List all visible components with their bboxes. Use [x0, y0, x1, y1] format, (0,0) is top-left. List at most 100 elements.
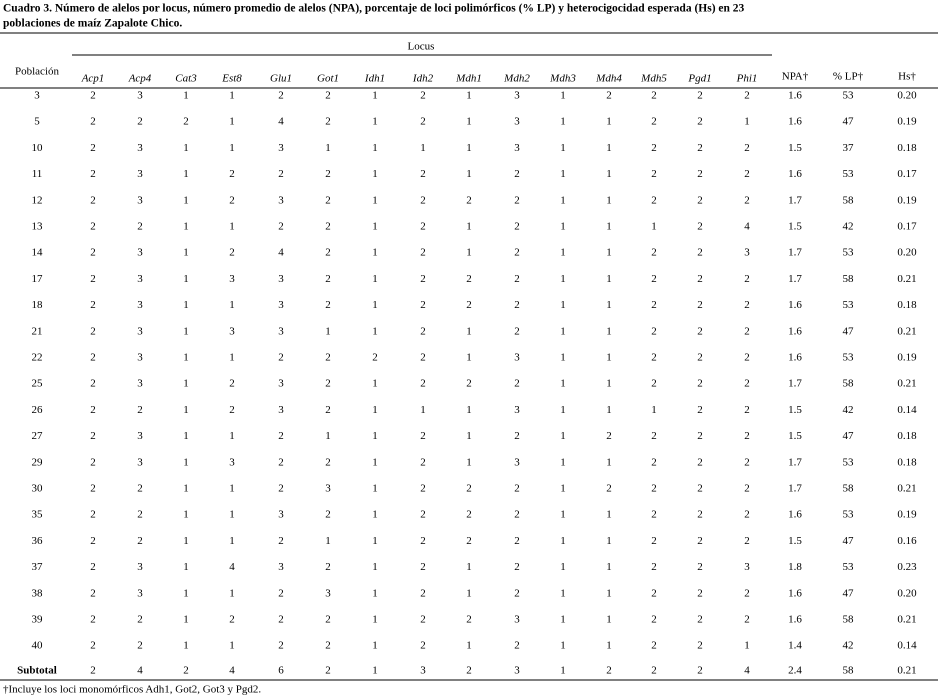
cell: 2 — [697, 640, 703, 652]
cell: 3 — [514, 614, 520, 626]
row-label: 21 — [32, 325, 43, 337]
cell: 42 — [843, 221, 854, 233]
cell: 2 — [514, 509, 520, 521]
cell: 1 — [560, 404, 566, 416]
cell: 2 — [651, 194, 657, 206]
title-line: Cuadro 3. Número de alelos por locus, nú… — [3, 3, 745, 15]
cell: 1 — [372, 116, 378, 128]
cell: 1 — [606, 561, 612, 573]
cell: 1 — [372, 221, 378, 233]
cell: 1 — [560, 378, 566, 390]
row-label: 12 — [32, 194, 43, 206]
cell: 1.6 — [788, 509, 802, 521]
cell: 3 — [137, 378, 143, 390]
cell: 2 — [514, 561, 520, 573]
row-label: Subtotal — [17, 665, 57, 677]
cell: 2 — [514, 430, 520, 442]
cell: 2 — [325, 273, 331, 285]
cell: 2.4 — [788, 665, 802, 677]
cell: 1 — [229, 587, 235, 599]
cell: 4 — [229, 561, 235, 573]
cell: 0.18 — [897, 430, 917, 442]
cell: 1 — [606, 221, 612, 233]
cell: 3 — [744, 561, 750, 573]
row-label: 36 — [32, 535, 44, 547]
cell: 2 — [697, 352, 703, 364]
cell: 3 — [137, 430, 143, 442]
cell: 2 — [744, 90, 750, 102]
cell: 6 — [278, 665, 284, 677]
cell: 2 — [744, 168, 750, 180]
cell: 3 — [420, 665, 426, 677]
cell: 1.7 — [788, 194, 802, 206]
cell: 2 — [744, 299, 750, 311]
cell: 3 — [278, 194, 284, 206]
cell: 1 — [560, 194, 566, 206]
cell: 2 — [325, 194, 331, 206]
cell: 2 — [466, 665, 472, 677]
cell: 2 — [90, 587, 96, 599]
cell: 1 — [606, 325, 612, 337]
cell: 53 — [843, 561, 855, 573]
row-label: 13 — [32, 221, 44, 233]
cell: 2 — [90, 194, 96, 206]
cell: 2 — [466, 273, 472, 285]
cell: 1.7 — [788, 456, 802, 468]
cell: 2 — [90, 535, 96, 547]
cell: 2 — [466, 483, 472, 495]
cell: 2 — [651, 352, 657, 364]
cell: 1 — [560, 325, 566, 337]
cell: 1 — [372, 561, 378, 573]
cell: 0.21 — [897, 483, 916, 495]
cell: 1 — [606, 194, 612, 206]
cell: 1.7 — [788, 378, 802, 390]
row-label: 27 — [32, 430, 44, 442]
cell: 2 — [325, 299, 331, 311]
cell: 1 — [466, 640, 472, 652]
cell: 2 — [325, 221, 331, 233]
cell: 2 — [325, 561, 331, 573]
cell: 2 — [651, 535, 657, 547]
cell: 1 — [372, 194, 378, 206]
cell: 2 — [90, 404, 96, 416]
cell: 2 — [651, 142, 657, 154]
cell: 2 — [229, 247, 235, 259]
cell: 2 — [514, 194, 520, 206]
cell: 2 — [278, 352, 284, 364]
cell: 1.6 — [788, 325, 802, 337]
cell: 1 — [560, 221, 566, 233]
cell: 3 — [137, 247, 143, 259]
cell: 3 — [514, 142, 520, 154]
cell: 2 — [651, 247, 657, 259]
cell: 2 — [466, 194, 472, 206]
cell: 1 — [183, 194, 189, 206]
cell: 2 — [697, 168, 703, 180]
cell: 2 — [420, 561, 426, 573]
cell: 2 — [744, 194, 750, 206]
cell: 1 — [466, 430, 472, 442]
cell: 0.17 — [897, 168, 917, 180]
cell: 3 — [229, 273, 235, 285]
cell: 2 — [137, 483, 143, 495]
cell: 1 — [606, 142, 612, 154]
cell: 0.14 — [897, 640, 917, 652]
cell: 0.18 — [897, 142, 917, 154]
cell: 47 — [843, 430, 855, 442]
cell: 58 — [843, 273, 855, 285]
column-header: % LP† — [833, 71, 864, 83]
cell: 1 — [606, 509, 612, 521]
cell: 2 — [651, 116, 657, 128]
cell: 1 — [606, 116, 612, 128]
row-label: 17 — [32, 273, 44, 285]
cell: 1 — [183, 430, 189, 442]
cell: 4 — [744, 221, 750, 233]
cell: 1 — [560, 273, 566, 285]
cell: 2 — [744, 378, 750, 390]
cell: 1.6 — [788, 614, 802, 626]
cell: 1 — [606, 535, 612, 547]
cell: 2 — [514, 640, 520, 652]
cell: 53 — [843, 90, 855, 102]
cell: 1 — [183, 561, 189, 573]
cell: 2 — [466, 614, 472, 626]
cell: 3 — [325, 587, 331, 599]
